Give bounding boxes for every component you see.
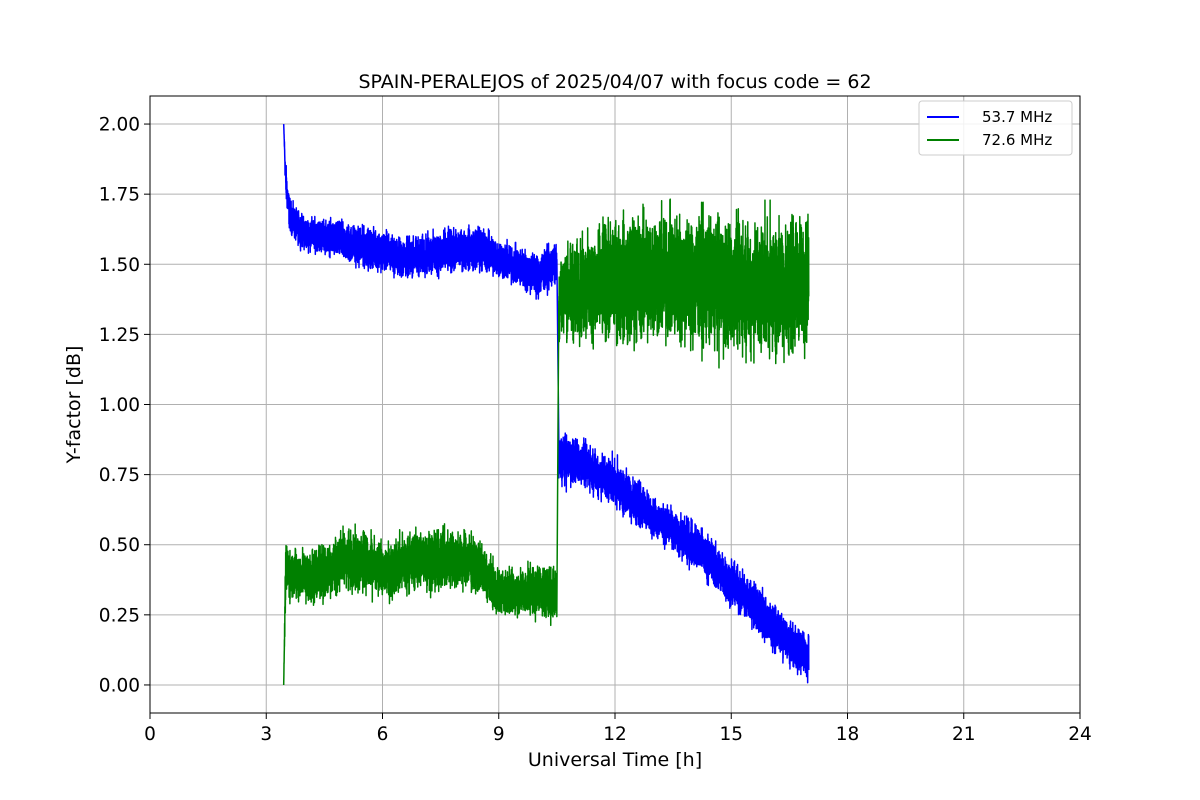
x-tick-label: 9 bbox=[493, 724, 505, 745]
x-tick-label: 12 bbox=[603, 724, 627, 745]
legend-label: 72.6 MHz bbox=[982, 131, 1052, 149]
x-axis-label: Universal Time [h] bbox=[528, 749, 702, 771]
y-tick-label: 2.00 bbox=[99, 115, 140, 136]
x-tick-label: 15 bbox=[719, 724, 743, 745]
y-axis-ticks: 0.00 0.25 0.50 0.75 1.00 1.25 1.50 1.75 2.00 bbox=[99, 115, 150, 696]
y-tick-label: 0.25 bbox=[99, 605, 140, 626]
y-tick-label: 0.75 bbox=[99, 465, 140, 486]
x-tick-label: 3 bbox=[260, 724, 272, 745]
x-tick-label: 6 bbox=[377, 724, 389, 745]
legend-label: 53.7 MHz bbox=[982, 108, 1052, 126]
chart-title: SPAIN-PERALEJOS of 2025/04/07 with focus… bbox=[358, 71, 871, 93]
legend: 53.7 MHz 72.6 MHz bbox=[918, 100, 1073, 156]
x-tick-label: 18 bbox=[836, 724, 860, 745]
y-tick-label: 1.25 bbox=[99, 325, 140, 346]
y-axis-label: Y-factor [dB] bbox=[63, 346, 85, 465]
x-tick-label: 24 bbox=[1068, 724, 1092, 745]
y-tick-label: 0.50 bbox=[99, 535, 140, 556]
series-line-1 bbox=[282, 198, 810, 685]
y-tick-label: 1.50 bbox=[99, 255, 140, 276]
legend-box bbox=[918, 100, 1073, 156]
y-tick-label: 1.75 bbox=[99, 185, 140, 206]
x-tick-label: 0 bbox=[144, 724, 156, 745]
y-tick-label: 1.00 bbox=[99, 395, 140, 416]
x-axis-ticks: 0 3 6 9 12 15 18 21 24 bbox=[144, 713, 1092, 745]
x-tick-label: 21 bbox=[952, 724, 976, 745]
plot-area bbox=[282, 124, 810, 685]
y-tick-label: 0.00 bbox=[99, 675, 140, 696]
series-line-0 bbox=[282, 124, 810, 684]
